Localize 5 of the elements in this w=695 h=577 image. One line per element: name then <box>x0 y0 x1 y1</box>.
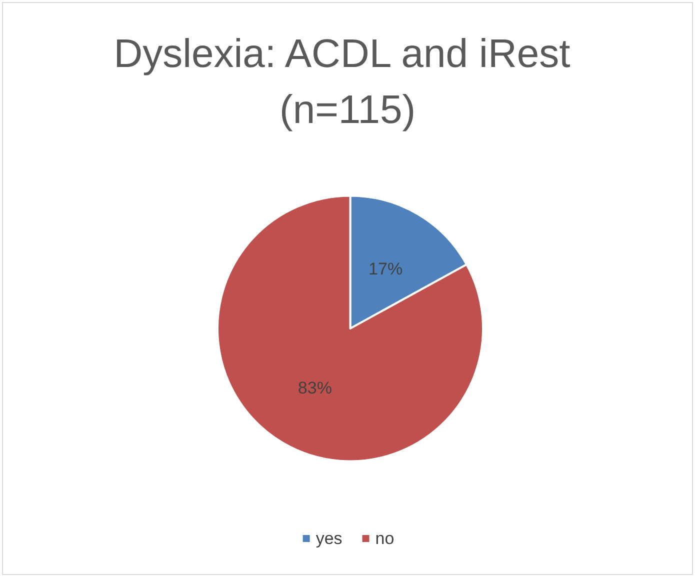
legend-label: no <box>375 529 394 548</box>
chart-title: Dyslexia: ACDL and iRest (n=115) <box>114 32 582 132</box>
data-label: 83% <box>298 378 332 398</box>
legend-label: yes <box>316 529 342 548</box>
data-label: 17% <box>368 259 403 278</box>
